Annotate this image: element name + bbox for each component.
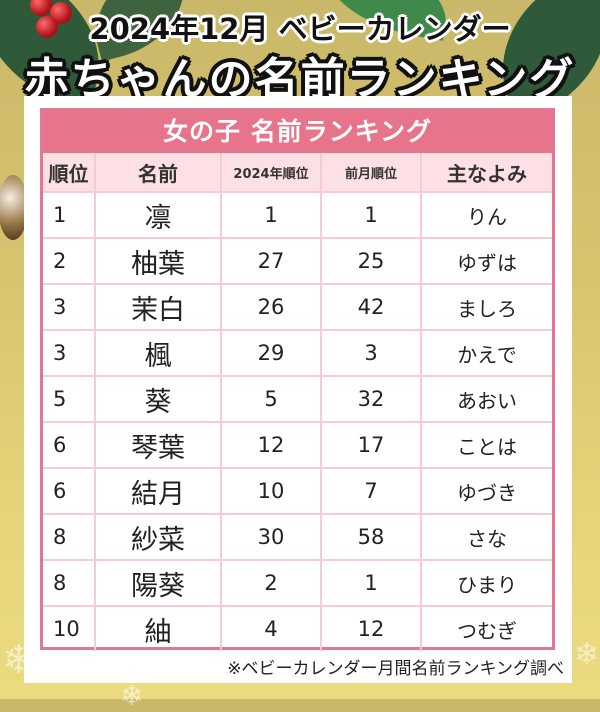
- column-header-prev-month: 前月順位: [320, 153, 421, 192]
- red-berry-icon: [36, 16, 58, 38]
- cell-rank: 1: [43, 191, 95, 238]
- cell-name: 紗菜: [94, 513, 221, 560]
- table-row: 6 琴葉 12 17 ことは: [43, 421, 552, 468]
- cell-prev-month: 3: [320, 329, 421, 376]
- table-row: 3 楓 29 3 かえで: [43, 329, 552, 376]
- cell-prev-month: 12: [320, 605, 421, 651]
- christmas-ornament-icon: [0, 175, 28, 240]
- cell-rank: 5: [43, 375, 95, 422]
- cell-reading: かえで: [420, 329, 552, 376]
- column-header-reading: 主なよみ: [420, 153, 552, 192]
- cell-name: 葵: [94, 375, 221, 422]
- table-row: 3 茉白 26 42 ましろ: [43, 283, 552, 330]
- column-header-rank: 順位: [43, 153, 95, 192]
- cell-rank-2024: 1: [220, 191, 321, 238]
- cell-rank: 10: [43, 605, 95, 651]
- cell-reading: ましろ: [420, 283, 552, 330]
- cell-rank: 2: [43, 237, 95, 284]
- cell-reading: あおい: [420, 375, 552, 422]
- table-row: 2 柚葉 27 25 ゆずは: [43, 237, 552, 284]
- source-footnote: ※ベビーカレンダー月間名前ランキング調べ: [227, 659, 564, 679]
- cell-rank-2024: 2: [220, 559, 321, 606]
- cell-prev-month: 42: [320, 283, 421, 330]
- cell-name: 琴葉: [94, 421, 221, 468]
- table-row: 5 葵 5 32 あおい: [43, 375, 552, 422]
- cell-reading: りん: [420, 191, 552, 238]
- cell-name: 陽葵: [94, 559, 221, 606]
- cell-prev-month: 58: [320, 513, 421, 560]
- column-header-rank-2024: 2024年順位: [220, 153, 321, 192]
- column-header-name: 名前: [94, 153, 221, 192]
- cell-reading: ひまり: [420, 559, 552, 606]
- snowflake-icon: ❄: [120, 679, 144, 712]
- cell-name: 柚葉: [94, 237, 221, 284]
- table-title: 女の子 名前ランキング: [43, 111, 552, 153]
- cell-prev-month: 32: [320, 375, 421, 422]
- table-row: 6 結月 10 7 ゆづき: [43, 467, 552, 514]
- red-berry-icon: [30, 0, 52, 16]
- cell-prev-month: 1: [320, 191, 421, 238]
- cell-reading: ゆづき: [420, 467, 552, 514]
- cell-name: 結月: [94, 467, 221, 514]
- cell-rank-2024: 12: [220, 421, 321, 468]
- cell-rank-2024: 4: [220, 605, 321, 651]
- cell-rank: 3: [43, 329, 95, 376]
- cell-rank: 6: [43, 421, 95, 468]
- cell-name: 凛: [94, 191, 221, 238]
- table-row: 10 紬 4 12 つむぎ: [43, 605, 552, 651]
- cell-prev-month: 25: [320, 237, 421, 284]
- table-row: 1 凛 1 1 りん: [43, 191, 552, 238]
- cell-reading: つむぎ: [420, 605, 552, 651]
- cell-rank: 6: [43, 467, 95, 514]
- cell-reading: ことは: [420, 421, 552, 468]
- snowflake-icon: ❄: [574, 637, 600, 672]
- cell-rank: 3: [43, 283, 95, 330]
- header-subtitle: 2024年12月 ベビーカレンダー: [89, 12, 511, 46]
- cell-rank: 8: [43, 559, 95, 606]
- cell-rank-2024: 29: [220, 329, 321, 376]
- cell-rank-2024: 5: [220, 375, 321, 422]
- red-berry-icon: [50, 2, 72, 24]
- cell-rank: 8: [43, 513, 95, 560]
- cell-rank-2024: 30: [220, 513, 321, 560]
- cell-reading: ゆずは: [420, 237, 552, 284]
- table-row: 8 紗菜 30 58 さな: [43, 513, 552, 560]
- cell-name: 茉白: [94, 283, 221, 330]
- table-header-row: 順位 名前 2024年順位 前月順位 主なよみ: [43, 153, 552, 192]
- cell-prev-month: 17: [320, 421, 421, 468]
- cell-name: 楓: [94, 329, 221, 376]
- cell-rank-2024: 27: [220, 237, 321, 284]
- cell-rank-2024: 10: [220, 467, 321, 514]
- ranking-table: 女の子 名前ランキング 順位 名前 2024年順位 前月順位 主なよみ 1 凛 …: [40, 108, 555, 651]
- cell-prev-month: 1: [320, 559, 421, 606]
- cell-reading: さな: [420, 513, 552, 560]
- table-row: 8 陽葵 2 1 ひまり: [43, 559, 552, 606]
- cell-name: 紬: [94, 605, 221, 651]
- cell-rank-2024: 26: [220, 283, 321, 330]
- cell-prev-month: 7: [320, 467, 421, 514]
